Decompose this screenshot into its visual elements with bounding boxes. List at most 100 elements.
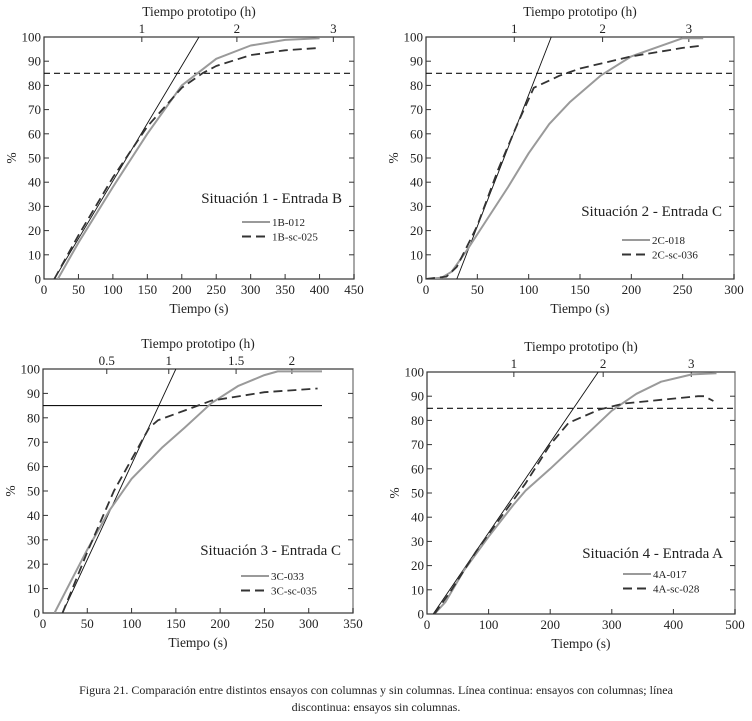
y-tick-label: 80: [28, 78, 41, 93]
x-tick-label: 400: [664, 617, 684, 632]
x2-tick-label: 0.5: [99, 353, 115, 368]
series-1B-sc-025: [53, 47, 320, 279]
y-tick-label: 10: [28, 247, 41, 262]
x-tick-label: 450: [344, 282, 364, 297]
y-tick-label: 30: [411, 534, 424, 549]
y-tick-label: 70: [28, 102, 41, 117]
panel-4: 0 100 200 300 400 500 0 10 20 30 40 50 60 70 80 90 100 1 2…: [387, 339, 745, 651]
legend: 3C-033 3C-sc-035: [241, 571, 317, 598]
x-tick-label: 50: [471, 282, 484, 297]
legend-label: 1B-sc-025: [272, 232, 318, 244]
y-tick-label: 70: [410, 102, 423, 117]
x-tick-label: 200: [172, 282, 192, 297]
y-tick-label: 20: [411, 558, 424, 573]
legend: 4A-017 4A-sc-028: [623, 569, 700, 596]
y-tick-label: 0: [418, 607, 425, 622]
series-4A-017: [433, 372, 717, 614]
y-axis-label: %: [4, 152, 19, 163]
x-tick-label: 0: [423, 282, 430, 297]
y-tick-label: 50: [410, 151, 423, 166]
legend: 1B-012 1B-sc-025: [242, 217, 318, 244]
x-tick-label: 250: [673, 282, 693, 297]
plot-area: [426, 37, 734, 279]
plot-area: [427, 372, 735, 614]
y-tick-label: 90: [28, 54, 41, 69]
legend-label: 2C-sc-036: [652, 250, 698, 262]
x-tick-label: 0: [41, 282, 48, 297]
panel-title: Situación 3 - Entrada C: [200, 543, 341, 559]
panel-3: 0 50 100 150 200 250 300 350 0 10 20 30 40 50 60 70 80 90…: [3, 336, 363, 650]
tangent-line: [456, 37, 552, 279]
x-tick-label: 500: [725, 617, 745, 632]
y-tick-label: 20: [27, 557, 40, 572]
x-tick-label: 350: [275, 282, 295, 297]
y-tick-label: 10: [27, 581, 40, 596]
x-tick-label: 300: [241, 282, 261, 297]
legend-label: 1B-012: [272, 217, 305, 229]
tangent-line: [62, 369, 177, 613]
y-tick-label: 70: [411, 437, 424, 452]
panel-title: Situación 4 - Entrada A: [582, 546, 723, 562]
series-2C-sc-036: [426, 44, 704, 279]
y-tick-label: 40: [410, 175, 423, 190]
y-tick-label: 100: [404, 30, 424, 45]
x2-axis-label: Tiempo prototipo (h): [141, 336, 255, 351]
x-tick-label: 350: [343, 616, 363, 631]
y-tick-label: 80: [27, 410, 40, 425]
panel-2: 0 50 100 150 200 250 300 0 10 20 30 40 50 60 70 80 90 100…: [386, 4, 744, 316]
x2-tick-label: 3: [330, 21, 337, 36]
y-tick-label: 40: [27, 508, 40, 523]
y-tick-label: 60: [28, 126, 41, 141]
caption-line-1: Figura 21. Comparación entre distintos e…: [79, 683, 674, 697]
legend-label: 4A-sc-028: [653, 584, 700, 596]
x-axis-label: Tiempo (s): [551, 636, 610, 651]
series-4A-sc-028: [433, 395, 714, 614]
y-tick-label: 90: [411, 389, 424, 404]
y-tick-label: 30: [28, 199, 41, 214]
y-axis-label: %: [386, 152, 401, 163]
y-tick-label: 50: [27, 484, 40, 499]
x-tick-label: 400: [310, 282, 330, 297]
legend-label: 3C-033: [271, 571, 305, 583]
y-tick-label: 100: [21, 362, 41, 377]
x2-tick-label: 2: [289, 353, 296, 368]
plot-area: [43, 369, 322, 613]
x2-tick-label: 1: [511, 21, 518, 36]
x-tick-label: 200: [622, 282, 642, 297]
y-axis-label: %: [387, 487, 402, 498]
y-tick-label: 20: [410, 223, 423, 238]
y-tick-label: 70: [27, 435, 40, 450]
x2-tick-label: 2: [234, 21, 241, 36]
panels: 0 50 100 150 200 250 300 350 400 4500102030405060…: [3, 4, 745, 651]
x2-tick-label: 2: [600, 356, 607, 371]
y-tick-label: 0: [35, 272, 42, 287]
x-axis-label: Tiempo (s): [168, 635, 227, 650]
x-tick-label: 300: [299, 616, 319, 631]
x-tick-label: 100: [122, 616, 142, 631]
legend: 2C-018 2C-sc-036: [622, 235, 698, 262]
y-tick-label: 40: [411, 510, 424, 525]
y-axis-label: %: [3, 485, 18, 496]
series-1B-012: [56, 37, 320, 279]
x2-axis-label: Tiempo prototipo (h): [142, 4, 256, 19]
y-tick-label: 30: [410, 199, 423, 214]
y-tick-label: 80: [410, 78, 423, 93]
x-tick-label: 150: [570, 282, 590, 297]
x-tick-label: 150: [138, 282, 158, 297]
panel-title: Situación 1 - Entrada B: [201, 191, 342, 207]
x-tick-label: 150: [166, 616, 186, 631]
tangent-line: [432, 372, 599, 614]
y-tick-label: 90: [27, 386, 40, 401]
series-3C-033: [53, 370, 322, 613]
y-tick-label: 100: [22, 30, 42, 45]
x-tick-label: 0: [40, 616, 47, 631]
x-axis-label: Tiempo (s): [550, 301, 609, 316]
y-tick-label: 10: [411, 582, 424, 597]
x2-tick-label: 3: [686, 21, 693, 36]
x2-axis-label: Tiempo prototipo (h): [523, 4, 637, 19]
legend-label: 4A-017: [653, 569, 687, 581]
y-tick-label: 50: [28, 151, 41, 166]
x-tick-label: 200: [210, 616, 230, 631]
x2-tick-label: 1: [511, 356, 518, 371]
